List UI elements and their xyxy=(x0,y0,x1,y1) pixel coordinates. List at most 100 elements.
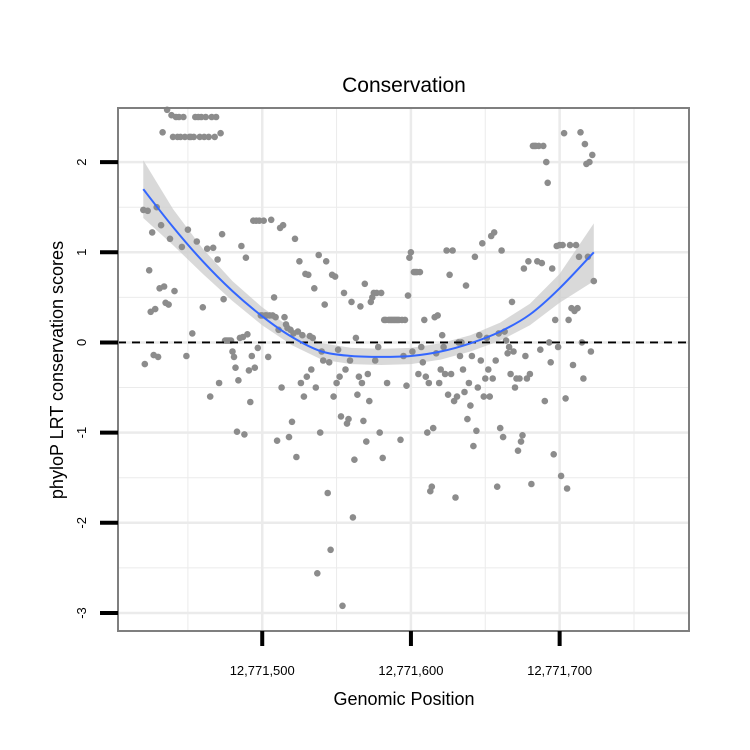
data-point xyxy=(415,370,422,378)
data-point xyxy=(422,373,430,381)
data-point xyxy=(336,373,343,381)
data-point xyxy=(330,393,337,400)
data-point xyxy=(165,301,172,308)
data-point xyxy=(203,245,211,252)
data-point xyxy=(291,235,299,243)
grid xyxy=(118,108,689,631)
data-point xyxy=(409,348,416,355)
data-point xyxy=(270,294,278,301)
data-point xyxy=(440,343,447,351)
data-point xyxy=(334,346,342,354)
data-point xyxy=(507,370,514,378)
data-point xyxy=(184,226,192,233)
data-point xyxy=(498,247,505,254)
data-point xyxy=(211,133,218,141)
data-point xyxy=(447,370,455,378)
data-point xyxy=(241,431,248,438)
data-point xyxy=(229,348,236,355)
data-point xyxy=(312,384,320,391)
data-point xyxy=(366,397,373,405)
data-point xyxy=(285,433,293,441)
data-point xyxy=(316,429,324,436)
smooth-line xyxy=(142,188,595,358)
data-point xyxy=(428,483,436,491)
data-point xyxy=(293,453,300,461)
chart-title: Conservation xyxy=(342,74,466,97)
x-tick-label: 12,771,700 xyxy=(527,663,592,678)
data-point xyxy=(340,289,348,297)
data-point xyxy=(550,451,557,458)
data-point xyxy=(244,331,251,338)
data-point xyxy=(339,602,346,610)
data-point xyxy=(577,129,584,136)
data-point xyxy=(434,312,442,319)
data-point xyxy=(516,375,523,382)
data-point xyxy=(297,379,305,387)
data-point xyxy=(544,179,551,187)
data-point xyxy=(473,427,480,435)
data-point xyxy=(242,254,250,261)
y-tick-label: 2 xyxy=(74,158,89,165)
data-point xyxy=(267,216,275,224)
data-point xyxy=(526,370,534,378)
data-point xyxy=(178,243,186,251)
data-point xyxy=(572,241,580,249)
data-point xyxy=(538,259,546,267)
data-point xyxy=(480,393,488,400)
data-point xyxy=(217,129,224,137)
y-tick-label: -1 xyxy=(74,427,89,439)
data-point xyxy=(554,343,562,351)
data-point xyxy=(467,402,474,409)
data-point xyxy=(260,217,268,224)
data-point xyxy=(151,305,159,313)
data-point xyxy=(502,337,510,344)
data-point xyxy=(563,485,571,492)
data-point xyxy=(294,328,302,335)
data-point xyxy=(300,393,308,400)
data-point xyxy=(351,456,358,464)
data-point xyxy=(517,438,525,445)
data-point xyxy=(470,442,477,450)
data-point xyxy=(465,379,473,387)
data-point xyxy=(235,377,242,384)
data-point xyxy=(193,238,201,245)
data-point xyxy=(145,267,153,274)
data-point xyxy=(477,357,485,364)
data-point xyxy=(190,133,198,141)
data-point xyxy=(528,480,535,488)
data-point xyxy=(406,254,413,261)
data-point xyxy=(424,429,431,436)
data-point xyxy=(486,393,494,400)
data-point xyxy=(545,339,553,346)
data-point xyxy=(230,353,238,361)
data-point xyxy=(559,241,566,249)
data-point xyxy=(233,428,241,436)
data-point xyxy=(232,364,239,372)
data-point xyxy=(429,424,437,432)
data-point xyxy=(272,313,279,321)
data-point xyxy=(485,366,492,373)
data-point xyxy=(199,304,207,311)
data-point xyxy=(180,113,187,121)
data-point xyxy=(348,298,355,306)
data-point xyxy=(543,158,550,166)
data-point xyxy=(337,413,345,420)
data-point xyxy=(566,241,574,249)
data-point xyxy=(444,391,452,399)
data-point xyxy=(355,373,363,381)
data-point xyxy=(520,265,528,272)
data-point xyxy=(383,379,391,387)
panel-border xyxy=(117,107,690,632)
data-point xyxy=(157,221,165,229)
data-point xyxy=(541,397,549,405)
data-point xyxy=(321,301,329,308)
data-point xyxy=(374,343,382,351)
data-point xyxy=(342,366,349,373)
data-point xyxy=(493,483,501,491)
data-point xyxy=(377,289,385,297)
data-point xyxy=(379,454,387,462)
data-point xyxy=(407,249,415,256)
plot-panel xyxy=(118,108,689,631)
data-point xyxy=(490,229,498,236)
data-point xyxy=(418,343,425,351)
